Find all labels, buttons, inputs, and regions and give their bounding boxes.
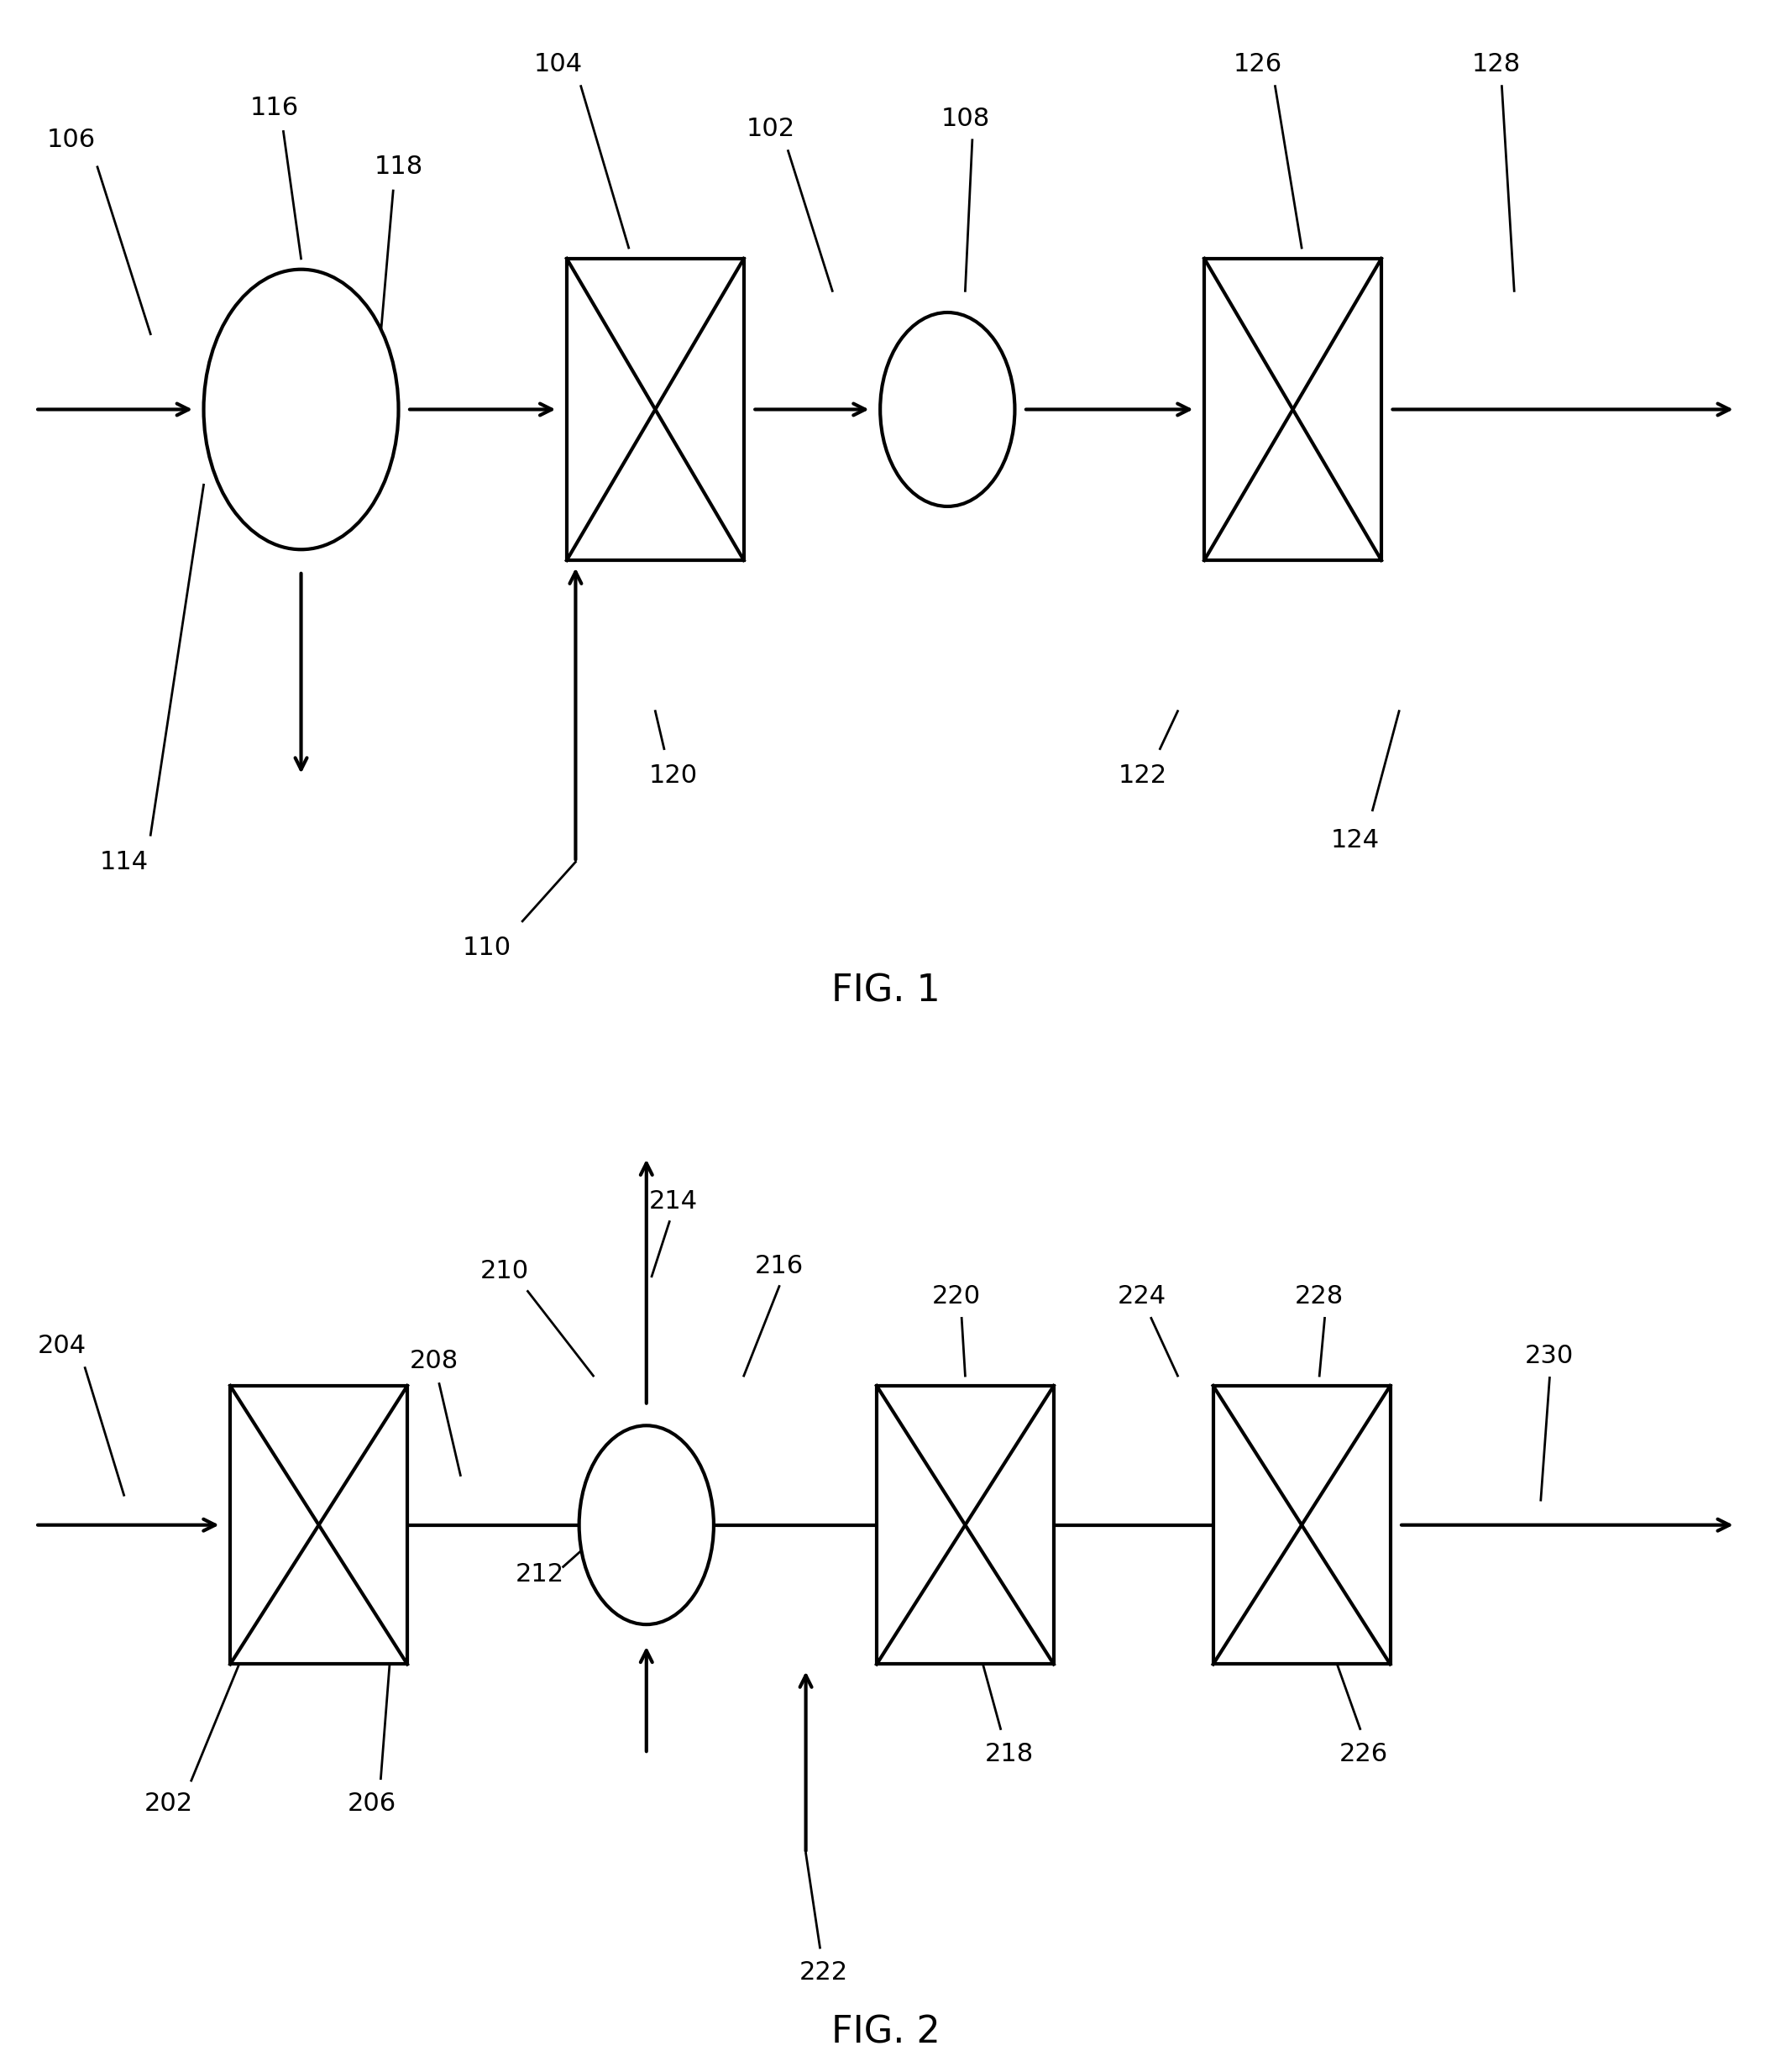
Text: FIG. 1: FIG. 1	[831, 974, 940, 1009]
Text: 120: 120	[648, 765, 698, 787]
Text: 226: 226	[1339, 1743, 1388, 1765]
Text: 114: 114	[99, 850, 149, 874]
Text: 220: 220	[932, 1285, 981, 1307]
Text: 122: 122	[1118, 765, 1167, 787]
Text: 102: 102	[746, 118, 795, 141]
Bar	[1204, 259, 1381, 559]
Text: 228: 228	[1295, 1285, 1344, 1307]
Text: 108: 108	[940, 106, 990, 131]
Text: FIG. 2: FIG. 2	[831, 2014, 940, 2051]
Text: 214: 214	[648, 1189, 698, 1214]
Text: 126: 126	[1233, 52, 1282, 77]
Text: 106: 106	[46, 128, 96, 151]
Text: 118: 118	[374, 155, 423, 178]
Ellipse shape	[579, 1426, 714, 1624]
Text: 204: 204	[37, 1334, 87, 1357]
Text: 216: 216	[754, 1254, 804, 1278]
Text: 218: 218	[985, 1743, 1034, 1765]
Text: 230: 230	[1525, 1345, 1574, 1368]
Text: 208: 208	[409, 1349, 459, 1374]
Bar	[230, 1386, 407, 1664]
Bar	[877, 1386, 1054, 1664]
Ellipse shape	[204, 269, 398, 549]
Text: 104: 104	[533, 52, 583, 77]
Bar	[1213, 1386, 1390, 1664]
Text: 128: 128	[1472, 52, 1521, 77]
Text: 212: 212	[515, 1562, 565, 1587]
Text: 116: 116	[250, 95, 299, 120]
Text: 222: 222	[799, 1960, 848, 1985]
Text: 124: 124	[1330, 829, 1380, 852]
Text: 206: 206	[347, 1792, 397, 1815]
Text: 224: 224	[1118, 1285, 1167, 1307]
Text: 210: 210	[480, 1260, 530, 1283]
Ellipse shape	[880, 313, 1015, 506]
Bar	[567, 259, 744, 559]
Text: 110: 110	[462, 937, 512, 959]
Text: 202: 202	[143, 1792, 193, 1815]
